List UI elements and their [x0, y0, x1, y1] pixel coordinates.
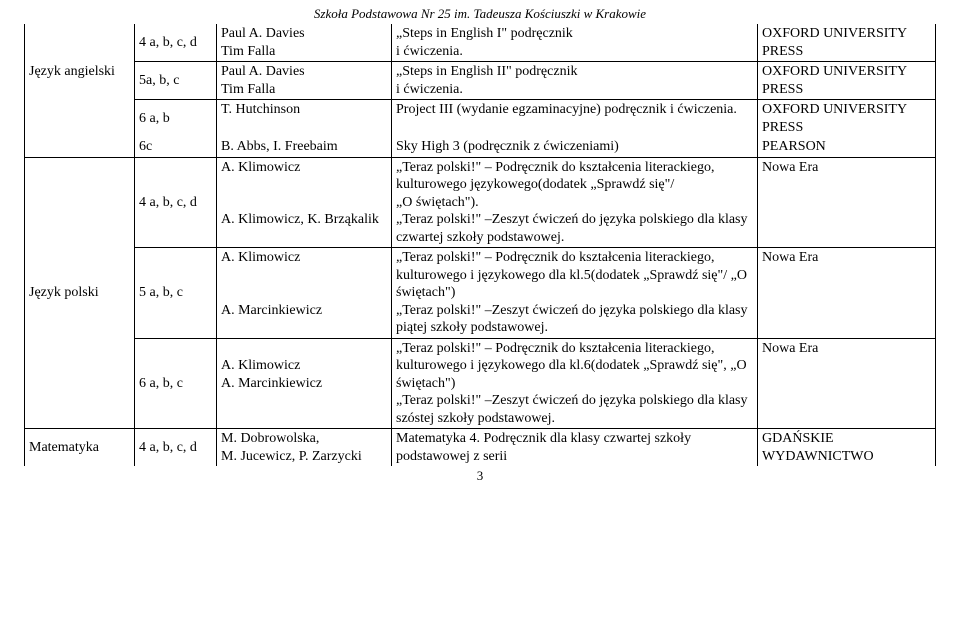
subject-cell — [25, 24, 135, 62]
class-cell: 4 a, b, c, d — [135, 429, 217, 467]
textbook-table: 4 a, b, c, d Paul A. DaviesTim Falla „St… — [24, 24, 936, 466]
publisher-cell: Nowa Era — [758, 157, 936, 248]
class-cell: 6 a, b — [135, 100, 217, 138]
class-cell: 4 a, b, c, d — [135, 157, 217, 248]
subject-cell — [25, 338, 135, 429]
class-cell: 5a, b, c — [135, 62, 217, 100]
subject-cell — [25, 100, 135, 138]
title-cell: Matematyka 4. Podręcznik dla klasy czwar… — [392, 429, 758, 467]
subject-cell: Język angielski — [25, 62, 135, 100]
subject-cell — [25, 137, 135, 157]
publisher-cell: OXFORD UNIVERSITY PRESS — [758, 24, 936, 62]
author-cell: A. KlimowiczA. Marcinkiewicz — [217, 338, 392, 429]
author-cell: B. Abbs, I. Freebaim — [217, 137, 392, 157]
title-cell: „Steps in English II" podręczniki ćwicze… — [392, 62, 758, 100]
class-cell: 4 a, b, c, d — [135, 24, 217, 62]
class-cell: 5 a, b, c — [135, 248, 217, 339]
table-row: Język polski 5 a, b, c A. KlimowiczA. Ma… — [25, 248, 936, 339]
title-cell: „Steps in English I" podręczniki ćwiczen… — [392, 24, 758, 62]
publisher-cell: GDAŃSKIE WYDAWNICTWO — [758, 429, 936, 467]
table-row: 6 a, b, c A. KlimowiczA. Marcinkiewicz „… — [25, 338, 936, 429]
table-row: 6 a, b T. Hutchinson Project III (wydani… — [25, 100, 936, 138]
page-number: 3 — [24, 468, 936, 484]
table-row: 4 a, b, c, d Paul A. DaviesTim Falla „St… — [25, 24, 936, 62]
title-cell: Project III (wydanie egzaminacyjne) podr… — [392, 100, 758, 138]
author-cell: Paul A. DaviesTim Falla — [217, 24, 392, 62]
table-row: 4 a, b, c, d A. KlimowiczA. Klimowicz, K… — [25, 157, 936, 248]
page-header: Szkoła Podstawowa Nr 25 im. Tadeusza Koś… — [24, 6, 936, 22]
author-cell: A. KlimowiczA. Marcinkiewicz — [217, 248, 392, 339]
title-cell: Sky High 3 (podręcznik z ćwiczeniami) — [392, 137, 758, 157]
subject-cell: Język polski — [25, 248, 135, 339]
author-cell: M. Dobrowolska,M. Jucewicz, P. Zarzycki — [217, 429, 392, 467]
publisher-cell: OXFORD UNIVERSITY PRESS — [758, 100, 936, 138]
title-cell: „Teraz polski!" – Podręcznik do kształce… — [392, 248, 758, 339]
author-cell: T. Hutchinson — [217, 100, 392, 138]
publisher-cell: Nowa Era — [758, 338, 936, 429]
table-row: 6c B. Abbs, I. Freebaim Sky High 3 (podr… — [25, 137, 936, 157]
publisher-cell: Nowa Era — [758, 248, 936, 339]
table-row: Język angielski 5a, b, c Paul A. DaviesT… — [25, 62, 936, 100]
subject-cell: Matematyka — [25, 429, 135, 467]
class-cell: 6 a, b, c — [135, 338, 217, 429]
publisher-cell: OXFORD UNIVERSITY PRESS — [758, 62, 936, 100]
title-cell: „Teraz polski!" – Podręcznik do kształce… — [392, 338, 758, 429]
publisher-cell: PEARSON — [758, 137, 936, 157]
subject-cell — [25, 157, 135, 248]
author-cell: A. KlimowiczA. Klimowicz, K. Brząkalik — [217, 157, 392, 248]
class-cell: 6c — [135, 137, 217, 157]
author-cell: Paul A. DaviesTim Falla — [217, 62, 392, 100]
table-row: Matematyka 4 a, b, c, d M. Dobrowolska,M… — [25, 429, 936, 467]
title-cell: „Teraz polski!" – Podręcznik do kształce… — [392, 157, 758, 248]
